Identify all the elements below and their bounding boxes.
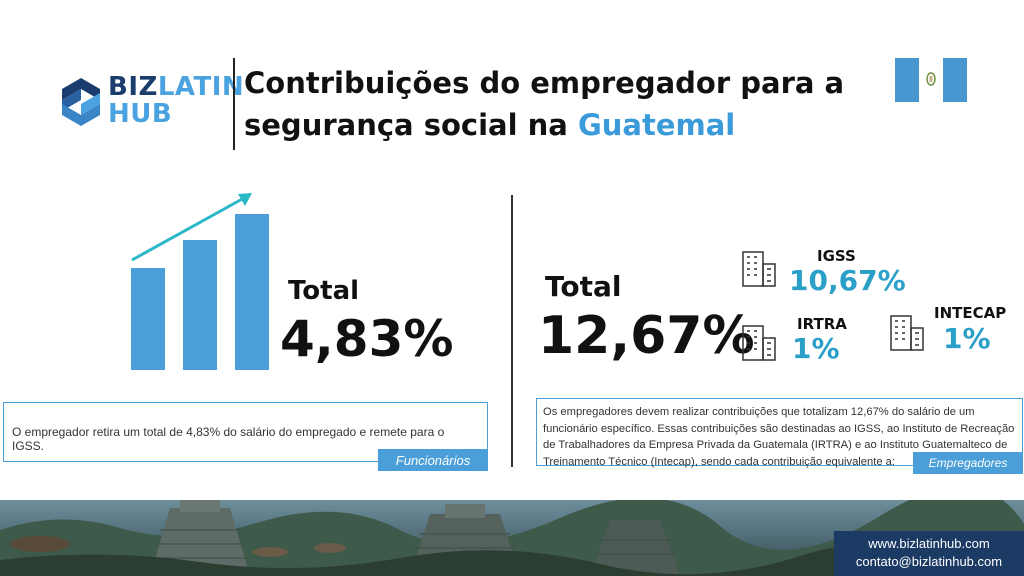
guatemala-flag-icon <box>895 58 967 102</box>
irtra-value: 1% <box>792 332 840 365</box>
flag-stripe-right <box>943 58 967 102</box>
title-line-2: segurança social na Guatemal <box>244 104 884 146</box>
page-title: Contribuições do empregador para a segur… <box>244 62 884 146</box>
logo-word-hub: HUB <box>108 99 173 129</box>
center-divider <box>511 195 513 467</box>
employer-total-value: 12,67% <box>538 306 755 366</box>
logo-text: BIZLATIN HUB <box>108 74 244 128</box>
logo-word-latin: LATIN <box>157 72 245 102</box>
footer-temple-photo <box>0 500 1024 576</box>
title-divider <box>233 58 235 150</box>
logo-mark-icon <box>62 78 100 126</box>
title-line-1: Contribuições do empregador para a <box>244 66 845 100</box>
employer-tag: Empregadores <box>913 452 1023 474</box>
flag-stripe-left <box>895 58 919 102</box>
employer-description: Os empregadores devem realizar contribui… <box>543 406 1015 468</box>
intecap-label: INTECAP <box>934 304 1007 322</box>
igss-value: 10,67% <box>789 264 906 297</box>
growth-chart-icon <box>131 193 269 370</box>
title-line-2-start: segurança social na <box>244 108 578 142</box>
building-icon <box>890 315 924 351</box>
building-icon <box>742 325 776 361</box>
title-accent: Guatemal <box>577 108 736 142</box>
logo-word-biz: BIZ <box>108 72 158 102</box>
employee-description: O empregador retira um total de 4,83% do… <box>12 425 445 453</box>
intecap-value: 1% <box>943 322 991 355</box>
email-link[interactable]: contato@bizlatinhub.com <box>855 554 1003 569</box>
igss-label: IGSS <box>817 247 856 265</box>
irtra-label: IRTRA <box>797 315 847 333</box>
flag-stripe-middle <box>919 58 943 102</box>
website-link[interactable]: www.bizlatinhub.com <box>868 536 990 551</box>
employee-total-label: Total <box>288 276 360 306</box>
employee-tag: Funcionários <box>378 449 488 471</box>
building-icon <box>742 251 776 287</box>
bizlatinhub-logo: BIZLATIN HUB <box>58 72 244 132</box>
contact-box: www.bizlatinhub.com contato@bizlatinhub.… <box>834 531 1024 576</box>
employee-total-value: 4,83% <box>280 310 454 368</box>
flag-emblem-icon <box>926 72 936 86</box>
employer-total-label: Total <box>545 270 622 303</box>
